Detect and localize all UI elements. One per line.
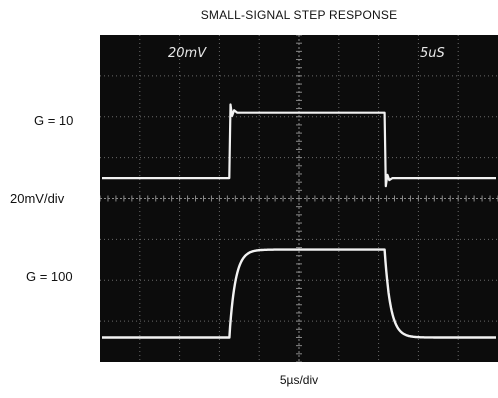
traces — [101, 103, 497, 339]
grid — [100, 35, 498, 362]
oscilloscope-screen: 20mV 5uS — [100, 35, 498, 362]
chart-title: SMALL-SIGNAL STEP RESPONSE — [200, 8, 398, 22]
trace-g100 — [101, 248, 497, 339]
y-axis-label: 20mV/div — [10, 191, 65, 206]
x-axis-label: 5µs/div — [279, 373, 319, 387]
scope-plot: 20mV 5uS — [100, 35, 498, 362]
trace-g10 — [102, 103, 496, 188]
horizontal-scale-readout: 5uS — [420, 46, 445, 61]
vertical-scale-readout: 20mV — [168, 46, 207, 61]
trace-label-g100: G = 100 — [26, 269, 73, 284]
trace-label-g10: G = 10 — [34, 113, 74, 128]
